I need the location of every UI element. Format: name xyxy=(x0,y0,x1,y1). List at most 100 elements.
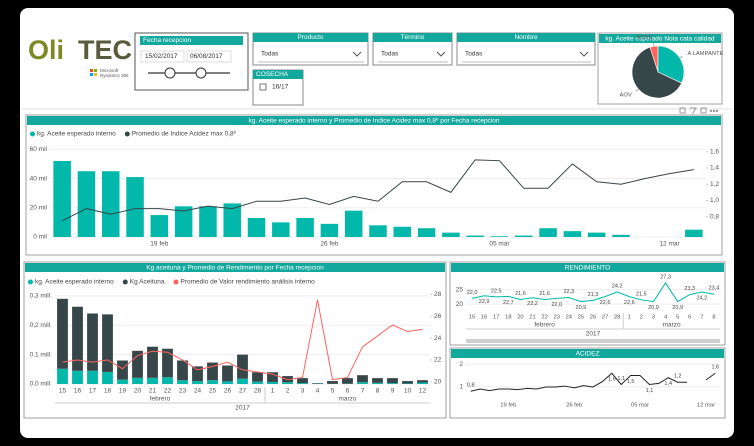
slider-handle[interactable] xyxy=(164,67,176,79)
x-tick-label: 7 xyxy=(700,315,703,321)
y2-tick-label: 28 xyxy=(434,291,442,298)
data-label: 22,2 xyxy=(527,301,538,307)
x-tick-label: 7 xyxy=(361,388,365,395)
legend-marker xyxy=(122,279,128,285)
dropdown-value[interactable]: Todas xyxy=(381,51,399,58)
x-tick-label: 5 xyxy=(676,315,679,321)
data-label: 1,4 xyxy=(664,381,672,387)
x-tick-label: 16 xyxy=(74,388,82,395)
y-tick-label: 60 mil xyxy=(30,146,48,153)
bar xyxy=(342,378,353,384)
bar xyxy=(252,381,263,384)
bar xyxy=(132,350,143,378)
bar xyxy=(387,383,398,384)
bar xyxy=(563,231,582,237)
bar xyxy=(252,372,263,382)
data-label: 21,5 xyxy=(636,291,647,297)
x-tick-label: 21 xyxy=(149,388,157,395)
bar xyxy=(393,226,412,237)
pie-label: A LAMPANTE xyxy=(688,51,724,57)
bar xyxy=(357,375,368,383)
x-tick-label: 2 xyxy=(286,388,290,395)
x-tick-label: 28 xyxy=(254,388,262,395)
bar xyxy=(87,313,98,371)
bar xyxy=(402,381,413,384)
logo-left: Oli xyxy=(28,35,64,65)
x-tick-label: 26 xyxy=(590,315,596,321)
x-tick-label: 1 xyxy=(271,388,275,395)
date-input[interactable] xyxy=(186,50,232,63)
termino-slicer: Término Todas xyxy=(372,32,453,66)
logo-sub: Microsoft xyxy=(100,68,119,73)
visual-header xyxy=(451,263,724,272)
cosecha-slicer: COSECHA 16/17 xyxy=(252,69,304,106)
x-tick-label: 18 xyxy=(505,315,511,321)
bar xyxy=(102,314,113,372)
checkbox-label[interactable]: 16/17 xyxy=(272,84,289,91)
x-tick-label: 17 xyxy=(493,315,499,321)
slicer-title: COSECHA xyxy=(256,71,289,78)
bar xyxy=(466,235,484,237)
visual-header-icons[interactable] xyxy=(679,107,719,114)
bar xyxy=(177,360,188,381)
x-tick-label: 27 xyxy=(602,315,608,321)
legend-marker xyxy=(30,131,35,137)
x-tick-label: 1 xyxy=(628,315,631,321)
bar xyxy=(357,382,368,384)
x-tick-label: 24 xyxy=(194,388,202,395)
date-from[interactable]: 15/02/2017 xyxy=(145,53,178,60)
date-input[interactable] xyxy=(140,50,185,63)
legend-label: kg. Aceite esperado interno xyxy=(35,279,114,286)
x-super-label: 2017 xyxy=(586,331,601,338)
x-tick-label: 15 xyxy=(59,388,67,395)
x-tick-label: 23 xyxy=(179,388,187,395)
x-tick-label: 26 xyxy=(224,388,232,395)
bar xyxy=(685,229,703,237)
data-label: 1,1 xyxy=(617,376,625,382)
visual-header xyxy=(25,263,445,272)
data-label: 1,1 xyxy=(646,388,654,394)
bar xyxy=(53,161,71,237)
x-tick-label: 12 xyxy=(419,388,427,395)
bar xyxy=(126,177,144,237)
checkbox[interactable] xyxy=(259,83,267,91)
nombre-slicer: Nombre Todas xyxy=(456,32,596,66)
data-label: 22,5 xyxy=(491,288,502,294)
bar xyxy=(297,378,308,384)
x-tick-label: 9 xyxy=(391,388,395,395)
bar xyxy=(312,383,323,384)
bar xyxy=(372,378,383,383)
bar xyxy=(539,228,557,237)
bar xyxy=(162,348,173,378)
data-label: 21,3 xyxy=(588,292,599,298)
slider-handle[interactable] xyxy=(195,67,207,79)
bar xyxy=(442,232,460,237)
y-tick-label: 0,3 mill. xyxy=(30,293,53,300)
bar xyxy=(372,382,383,384)
x-tick-label: 19 feb xyxy=(500,403,516,409)
visual-title: RENDIMIENTO xyxy=(565,265,610,272)
date-to[interactable]: 06/08/2017 xyxy=(190,53,223,60)
x-tick-label: 27 xyxy=(239,388,247,395)
dropdown-value[interactable]: Todas xyxy=(465,51,483,58)
x-tick-label: 12 mar xyxy=(659,241,680,248)
data-label: 22,6 xyxy=(600,300,611,306)
y-tick-label: 1 xyxy=(459,383,463,390)
legend-marker xyxy=(124,131,130,137)
visual-title: kg. Aceite esperado Nota cata calidad xyxy=(605,36,715,43)
x-tick-label: 5 xyxy=(331,388,335,395)
y2-tick-label: 22 xyxy=(434,357,442,364)
pie-slice xyxy=(631,46,682,99)
y-tick-label: 20 mil xyxy=(30,204,48,211)
series-line xyxy=(62,299,423,381)
bar xyxy=(417,228,436,237)
visual-panel xyxy=(449,347,726,419)
x-tick-label: 10 xyxy=(404,388,412,395)
legend-label: Promedio de Valor rendimiento análisis i… xyxy=(180,279,315,286)
visual-title: kg. Aceite esperado interno y Promedio d… xyxy=(249,118,500,125)
bar xyxy=(117,360,128,380)
x-tick-label: 21 xyxy=(529,315,535,321)
dropdown-value[interactable]: Todas xyxy=(261,51,279,58)
x-tick-label: 05 mar xyxy=(489,241,510,248)
